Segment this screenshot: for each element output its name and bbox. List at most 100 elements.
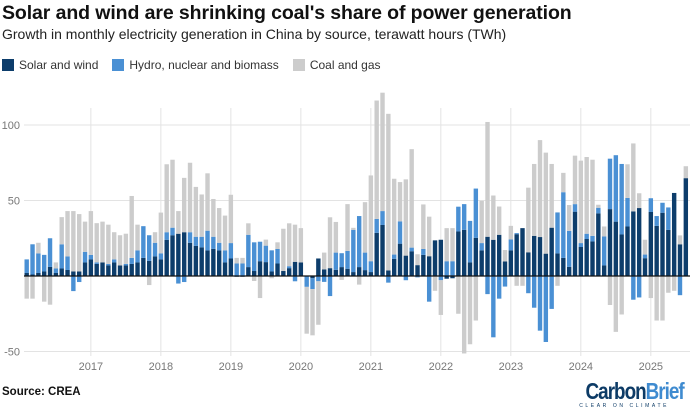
bar-hydro-nuclear-and-biomass <box>531 276 537 308</box>
bar-coal-and-gas <box>216 208 222 243</box>
bar-hydro-nuclear-and-biomass <box>496 276 502 299</box>
bar-solar-and-wind <box>409 251 414 276</box>
bar-solar-and-wind <box>222 262 228 276</box>
logo-tagline: CLEAR ON CLIMATE <box>579 403 670 409</box>
bar-hydro-nuclear-and-biomass <box>613 155 619 222</box>
bar-solar-and-wind <box>339 267 344 276</box>
bar-solar-and-wind <box>537 237 543 276</box>
y-tick-label: 100 <box>2 120 20 132</box>
bar-hydro-nuclear-and-biomass <box>123 263 129 266</box>
bar-solar-and-wind <box>310 276 315 279</box>
bar-solar-and-wind <box>380 224 385 276</box>
bar-solar-and-wind <box>590 241 595 276</box>
bar-solar-and-wind <box>82 262 88 276</box>
y-tick-label: 50 <box>8 196 20 208</box>
bar-coal-and-gas <box>53 262 59 269</box>
bar-solar-and-wind <box>526 252 531 276</box>
bar-solar-and-wind <box>555 253 560 276</box>
bar-hydro-nuclear-and-biomass <box>444 261 449 276</box>
bar-hydro-nuclear-and-biomass <box>584 233 589 240</box>
bar-coal-and-gas <box>129 195 134 258</box>
bar-coal-and-gas <box>450 228 455 262</box>
bar-solar-and-wind <box>578 247 584 276</box>
bar-coal-and-gas <box>327 217 333 269</box>
bar-coal-and-gas <box>59 217 64 245</box>
bar-coal-and-gas <box>397 182 403 222</box>
bar-hydro-nuclear-and-biomass <box>176 276 181 284</box>
bar-hydro-nuclear-and-biomass <box>356 216 362 268</box>
logo-wordmark: CarbonBrief <box>586 380 685 403</box>
bar-hydro-nuclear-and-biomass <box>549 276 554 309</box>
bar-solar-and-wind <box>456 231 461 276</box>
legend-item-hydro: Hydro, nuclear and biomass <box>112 58 279 72</box>
bar-solar-and-wind <box>491 239 496 276</box>
bar-solar-and-wind <box>432 240 438 276</box>
bar-hydro-nuclear-and-biomass <box>368 261 374 273</box>
bar-coal-and-gas <box>158 212 164 254</box>
x-tick-label: 2019 <box>219 361 243 373</box>
bar-hydro-nuclear-and-biomass <box>654 216 659 226</box>
bar-solar-and-wind <box>94 263 99 276</box>
bar-solar-and-wind <box>152 256 158 276</box>
bar-solar-and-wind <box>607 209 613 276</box>
bar-hydro-nuclear-and-biomass <box>566 230 572 267</box>
bar-solar-and-wind <box>333 269 339 276</box>
bar-hydro-nuclear-and-biomass <box>374 218 379 233</box>
bar-coal-and-gas <box>444 228 449 262</box>
bar-coal-and-gas <box>30 276 35 299</box>
bar-coal-and-gas <box>240 257 245 264</box>
bar-coal-and-gas <box>590 159 595 236</box>
bar-hydro-nuclear-and-biomass <box>53 268 59 273</box>
bar-coal-and-gas <box>374 100 379 219</box>
bar-coal-and-gas <box>491 195 496 240</box>
legend-swatch-coal-gas <box>292 59 305 71</box>
bar-hydro-nuclear-and-biomass <box>415 276 420 278</box>
bar-coal-and-gas <box>473 276 479 321</box>
bar-solar-and-wind <box>613 221 619 276</box>
x-tick-label: 2023 <box>499 361 523 373</box>
bar-solar-and-wind <box>356 267 362 276</box>
bar-hydro-nuclear-and-biomass <box>380 211 385 225</box>
bar-solar-and-wind <box>211 248 216 276</box>
chart-subtitle: Growth in monthly electricity generation… <box>2 26 507 42</box>
bar-hydro-nuclear-and-biomass <box>286 266 292 269</box>
bar-coal-and-gas <box>205 173 210 231</box>
bar-hydro-nuclear-and-biomass <box>327 276 333 297</box>
bar-solar-and-wind <box>205 250 210 276</box>
bar-solar-and-wind <box>386 270 391 276</box>
bar-hydro-nuclear-and-biomass <box>660 202 665 213</box>
bar-solar-and-wind <box>619 234 624 276</box>
bar-coal-and-gas <box>135 224 140 251</box>
bar-solar-and-wind <box>426 256 432 276</box>
bar-solar-and-wind <box>246 267 251 276</box>
bar-coal-and-gas <box>485 121 490 237</box>
bar-coal-and-gas <box>82 221 88 252</box>
bar-solar-and-wind <box>111 262 117 276</box>
bar-solar-and-wind <box>106 265 111 276</box>
bar-solar-and-wind <box>158 259 164 276</box>
bar-hydro-nuclear-and-biomass <box>193 236 199 246</box>
bar-solar-and-wind <box>596 213 601 276</box>
bar-hydro-nuclear-and-biomass <box>596 207 601 214</box>
bar-hydro-nuclear-and-biomass <box>473 188 479 238</box>
bar-coal-and-gas <box>211 198 216 237</box>
bar-hydro-nuclear-and-biomass <box>351 229 356 273</box>
bar-solar-and-wind <box>30 274 35 276</box>
bar-hydro-nuclear-and-biomass <box>170 227 175 236</box>
bar-coal-and-gas <box>257 276 263 299</box>
bar-solar-and-wind <box>141 257 146 276</box>
bar-solar-and-wind <box>298 262 304 276</box>
bar-solar-and-wind <box>508 250 514 276</box>
bar-coal-and-gas <box>368 175 374 262</box>
bar-solar-and-wind <box>286 268 292 276</box>
bar-solar-and-wind <box>76 271 82 276</box>
bar-coal-and-gas <box>514 276 519 286</box>
bar-solar-and-wind <box>683 178 689 276</box>
bar-hydro-nuclear-and-biomass <box>543 276 549 342</box>
bar-solar-and-wind <box>438 239 444 276</box>
bar-solar-and-wind <box>467 262 473 276</box>
bar-coal-and-gas <box>467 276 473 345</box>
bar-solar-and-wind <box>24 272 29 276</box>
bar-coal-and-gas <box>631 143 636 212</box>
